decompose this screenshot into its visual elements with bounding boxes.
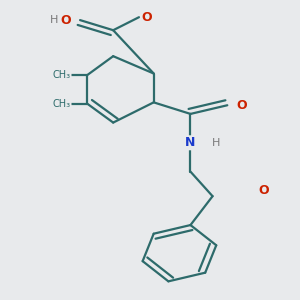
Text: O: O xyxy=(259,184,269,197)
Text: N: N xyxy=(185,136,196,149)
Text: CH₃: CH₃ xyxy=(52,70,71,80)
Text: O: O xyxy=(237,99,247,112)
Text: O: O xyxy=(141,11,152,24)
Text: H: H xyxy=(50,15,58,25)
Text: O: O xyxy=(60,14,71,27)
Text: H: H xyxy=(212,138,220,148)
Text: CH₃: CH₃ xyxy=(52,99,71,109)
